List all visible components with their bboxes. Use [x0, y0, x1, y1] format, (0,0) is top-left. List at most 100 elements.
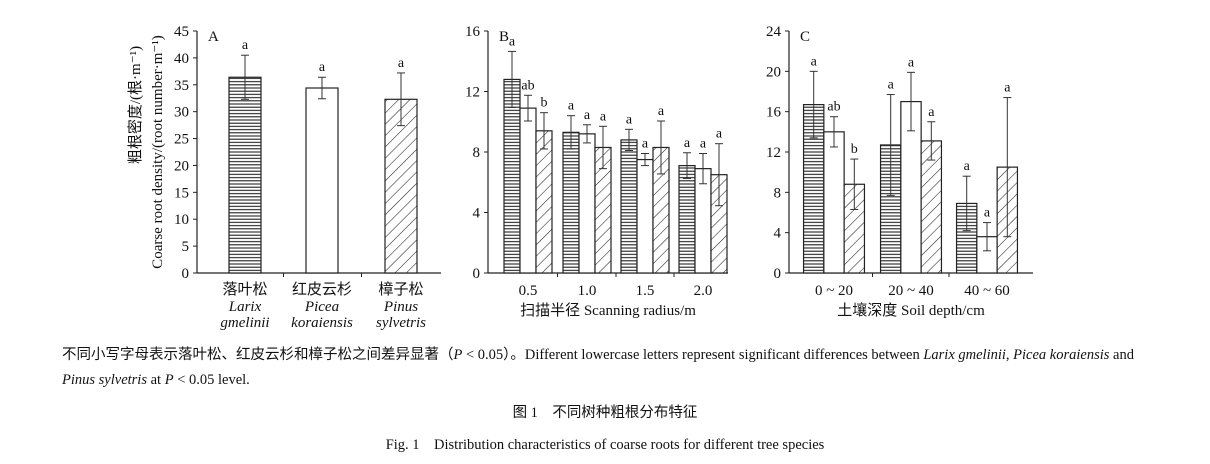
x-category-latin: Larix: [228, 299, 262, 315]
significance-letter: a: [509, 34, 516, 49]
significance-letter: b: [851, 142, 858, 157]
bar: [620, 139, 638, 274]
significance-letter: a: [242, 38, 249, 53]
y-tick-label: 8: [774, 185, 782, 201]
y-tick-label: 4: [473, 206, 481, 222]
caption-segment: and: [1109, 347, 1134, 363]
y-tick-label: 35: [174, 78, 189, 94]
y-tick-label: 20: [766, 64, 781, 80]
panel-letter: C: [800, 29, 810, 45]
significance-letter: b: [541, 96, 548, 111]
significance-letter: a: [568, 99, 575, 114]
bar: [920, 140, 943, 274]
x-category-label: 40 ~ 60: [964, 283, 1010, 299]
significance-letter: a: [700, 137, 707, 152]
x-category-zh: 落叶松: [222, 281, 267, 298]
caption-segment: ,: [1005, 347, 1014, 363]
x-category-label: 20 ~ 40: [888, 283, 934, 299]
significance-letter: a: [626, 112, 633, 127]
y-tick-label: 0: [473, 266, 481, 282]
bar: [694, 168, 712, 274]
significance-letter: a: [716, 127, 723, 142]
significance-letter: a: [398, 56, 405, 71]
x-category-label: 0.5: [519, 283, 538, 299]
significance-letter: ab: [827, 100, 840, 115]
significance-letter: ab: [521, 78, 534, 93]
y-tick-label: 15: [174, 185, 189, 201]
y-tick-label: 25: [174, 132, 189, 148]
caption-segment: 不同小写字母表示落叶松、红皮云杉和樟子松之间差异显著（: [62, 347, 454, 363]
y-tick-label: 30: [174, 105, 189, 121]
significance-letter: a: [964, 159, 971, 174]
panel-letter: B: [499, 29, 509, 45]
y-tick-label: 45: [174, 24, 189, 40]
y-tick-label: 5: [182, 239, 190, 255]
y-tick-label: 24: [766, 24, 782, 40]
significance-letter: a: [319, 60, 326, 75]
caption-segment: at: [146, 372, 165, 388]
significance-letter: a: [600, 109, 607, 124]
significance-letter: a: [908, 55, 915, 70]
y-tick-label: 0: [182, 266, 190, 282]
significance-letter: a: [984, 206, 991, 221]
significance-letter: a: [888, 78, 895, 93]
y-tick-label: 16: [465, 24, 481, 40]
x-category-latin: gmelinii: [220, 315, 269, 330]
y-tick-label: 12: [465, 85, 480, 101]
caption-segment: P: [453, 347, 463, 363]
figure-title-zh: 图 1 不同树种粗根分布特征: [512, 405, 698, 421]
bar: [823, 131, 845, 274]
x-category-label: 2.0: [694, 283, 713, 299]
x-category-latin: Picea: [304, 299, 339, 315]
x-axis-label: 土壤深度 Soil depth/cm: [837, 301, 985, 319]
x-category-zh: 红皮云杉: [292, 281, 352, 298]
bar: [228, 76, 262, 274]
bar: [503, 78, 521, 274]
x-category-label: 0 ~ 20: [815, 283, 853, 299]
y-tick-label: 20: [174, 158, 189, 174]
significance-letter: a: [642, 137, 649, 152]
caption-segment: < 0.05）。Different lowercase letters repr…: [462, 347, 924, 363]
significance-letter: a: [1004, 81, 1011, 96]
significance-letter: a: [928, 105, 935, 120]
caption-segment: P: [164, 372, 174, 388]
caption-segment: < 0.05 level.: [173, 372, 250, 388]
x-category-label: 1.0: [578, 283, 597, 299]
y-tick-label: 16: [766, 105, 782, 121]
x-category-zh: 樟子松: [378, 280, 423, 298]
significance-letter: a: [684, 136, 691, 151]
significance-letter: a: [658, 104, 665, 119]
x-category-latin: sylvetris: [376, 315, 426, 330]
y-tick-label: 10: [174, 212, 189, 228]
bar: [384, 98, 418, 274]
y-axis-label: Coarse root density/(root number·m⁻¹): [150, 35, 166, 269]
significance-letter: a: [584, 108, 591, 123]
y-tick-label: 40: [174, 51, 189, 67]
y-axis-label-zh: 粗根密度/(根·m⁻¹): [127, 46, 144, 164]
bar: [519, 107, 537, 274]
bar: [578, 133, 596, 274]
bar: [305, 87, 339, 274]
x-axis-label: 扫描半径 Scanning radius/m: [520, 302, 696, 319]
bar: [535, 130, 553, 274]
caption-segment: Pinus sylvetris: [62, 372, 147, 388]
y-tick-label: 12: [766, 145, 781, 161]
x-category-latin: Pinus: [383, 299, 418, 315]
y-tick-label: 8: [473, 145, 481, 161]
caption-segment: Larix gmelinii: [923, 347, 1006, 363]
significance-letter: a: [811, 54, 818, 69]
figure-title-en: Fig. 1 Distribution characteristics of c…: [385, 437, 825, 453]
panel-letter: A: [208, 29, 219, 45]
bar: [678, 165, 696, 274]
bar: [636, 158, 654, 274]
y-tick-label: 0: [774, 266, 782, 282]
y-tick-label: 4: [774, 226, 782, 242]
figure-caption: 不同小写字母表示落叶松、红皮云杉和樟子松之间差异显著（P < 0.05）。Dif…: [62, 343, 1162, 393]
x-category-latin: koraiensis: [291, 315, 353, 330]
caption-segment: Picea koraiensis: [1013, 347, 1110, 363]
bar: [562, 131, 580, 274]
